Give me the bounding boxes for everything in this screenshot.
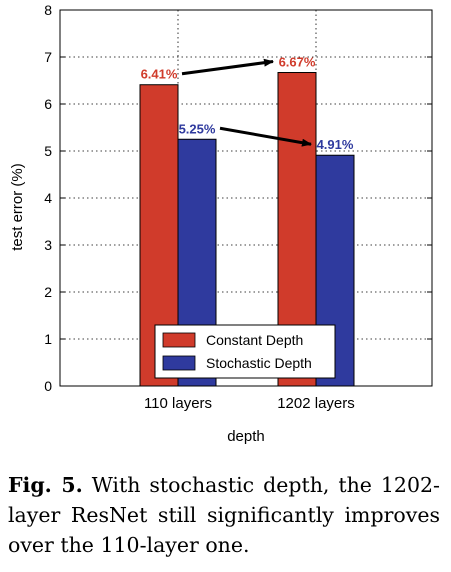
- x-tick-label: 1202 layers: [277, 395, 355, 412]
- bar-chart: 0 1 2 3 4 5 6 7 8 110 layers 1202 layers 6.41% 6.67…: [9, 2, 433, 445]
- trend-arrow: [219, 126, 312, 147]
- caption-text: With stochastic depth, the 1202-layer Re…: [8, 473, 440, 557]
- y-tick-label: 0: [44, 378, 52, 394]
- x-axis-label: depth: [227, 428, 265, 445]
- y-tick-label: 1: [44, 331, 52, 347]
- y-tick-label: 3: [44, 237, 52, 253]
- y-tick-label: 4: [44, 190, 52, 206]
- annotation-arrows: [181, 58, 312, 147]
- legend-label-stochastic-depth: Stochastic Depth: [206, 355, 312, 371]
- y-tick-label: 8: [44, 2, 52, 18]
- y-tick-label: 6: [44, 96, 52, 112]
- y-axis-label: test error (%): [9, 163, 26, 251]
- data-labels: 6.41% 6.67% 5.25% 4.91%: [141, 55, 354, 153]
- axis-ticks: 0 1 2 3 4 5 6 7 8 110 layers 1202 layers: [44, 2, 432, 412]
- data-label: 6.67%: [279, 55, 316, 70]
- caption-label: Fig. 5.: [8, 473, 83, 497]
- x-tick-label: 110 layers: [144, 395, 212, 412]
- legend: Constant Depth Stochastic Depth: [154, 324, 336, 379]
- data-label: 5.25%: [179, 121, 216, 136]
- legend-label-constant-depth: Constant Depth: [206, 332, 303, 348]
- data-label: 6.41%: [141, 67, 178, 82]
- trend-arrow: [181, 58, 274, 76]
- data-label: 4.91%: [317, 137, 354, 152]
- legend-swatch-constant-depth: [162, 332, 196, 348]
- y-tick-label: 5: [44, 143, 52, 159]
- figure-caption: Fig. 5. With stochastic depth, the 1202-…: [8, 470, 440, 560]
- y-tick-label: 7: [44, 49, 52, 65]
- y-tick-label: 2: [44, 284, 52, 300]
- legend-swatch-stochastic-depth: [162, 355, 196, 371]
